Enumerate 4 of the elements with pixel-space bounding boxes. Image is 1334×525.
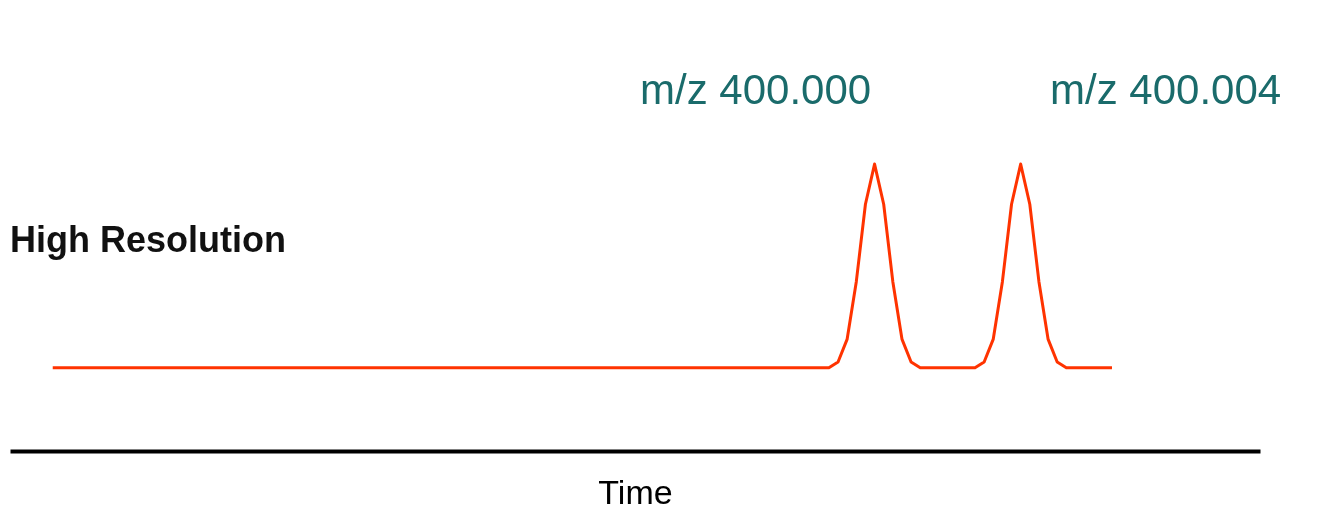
text: m/z 400.000	[640, 66, 872, 113]
x-axis-title: Time	[598, 472, 673, 511]
annotation: High Resolution	[10, 219, 286, 260]
text: m/z 400.004	[1050, 66, 1282, 113]
